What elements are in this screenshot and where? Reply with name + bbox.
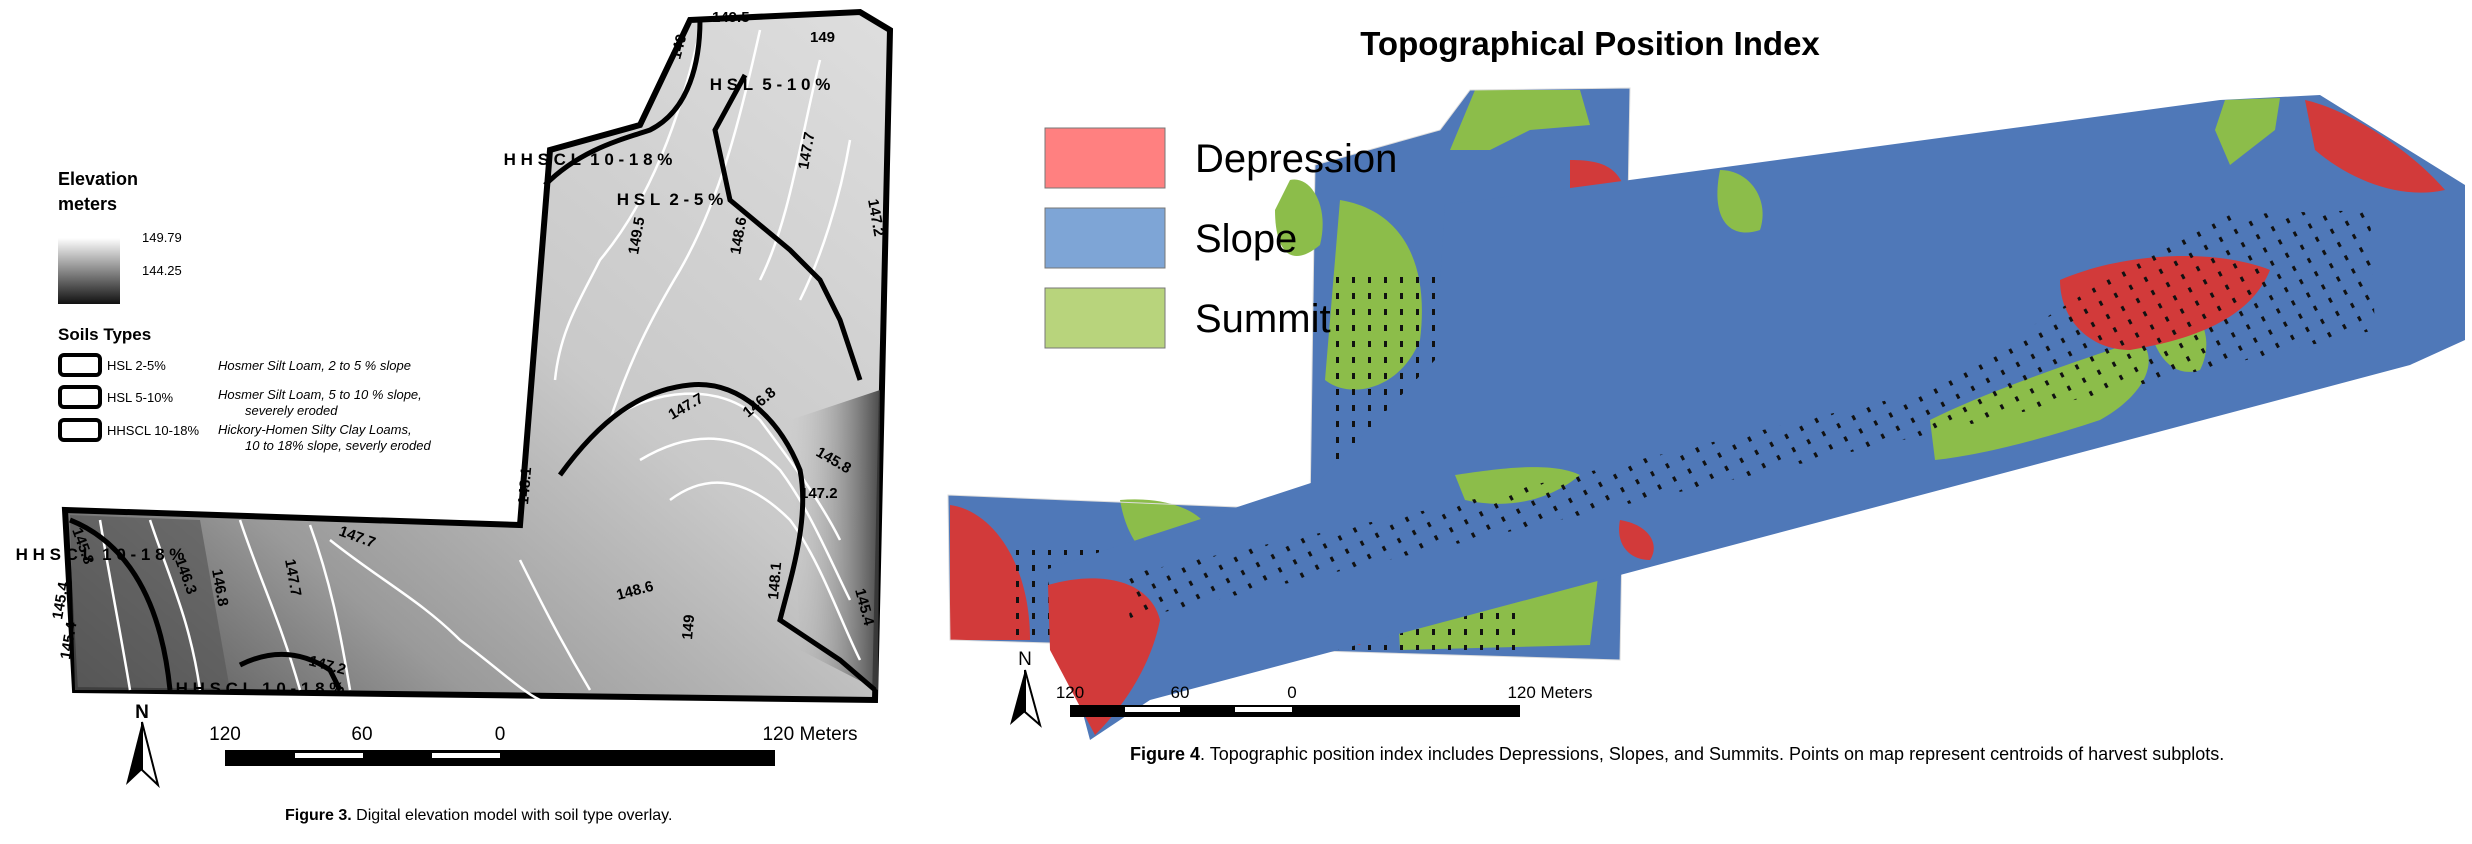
figure4-map: Topographical Position Index [947, 25, 2465, 740]
scale-tick-label: 0 [1287, 683, 1296, 702]
soil-desc: Hickory-Homen Silty Clay Loams, [218, 422, 412, 437]
legend-swatch-slope [1044, 207, 1166, 269]
soil-desc: 10 to 18% slope, severly eroded [245, 438, 431, 453]
figure4-panel: Topographical Position Index [930, 0, 2472, 839]
tpi-legend: Depression Slope Summit [1044, 127, 1397, 349]
contour-label: 149 [667, 32, 690, 61]
soil-label-hhscl-bottom: H H S C L 1 0 - 1 8 % [176, 679, 345, 698]
soil-label-hsl-5-10: H S L 5 - 1 0 % [710, 75, 831, 94]
legend-swatch-depression [1044, 127, 1166, 189]
legend-label-summit: Summit [1195, 297, 1331, 341]
figure4-title: Topographical Position Index [1360, 25, 1820, 62]
field-slope [1045, 95, 2465, 740]
contour-label: 147.7 [795, 131, 818, 171]
figure4-caption: Figure 4. Topographic position index inc… [1130, 744, 2224, 765]
north-arrow: N [1010, 649, 1042, 728]
elevation-legend-title: Elevation [58, 169, 138, 189]
harvest-points [1125, 210, 2375, 620]
depression-zone [1619, 520, 1654, 560]
elevation-min-label: 144.25 [142, 263, 182, 278]
contour-label: 149.5 [712, 9, 750, 26]
scale-bar: 120 60 0 120 Meters [209, 724, 858, 766]
scale-tick-label: 60 [351, 724, 372, 745]
soil-swatch [58, 353, 102, 377]
scale-tick-label: 120 Meters [1507, 683, 1592, 702]
soil-code: HSL 5-10% [107, 390, 173, 405]
elevation-ramp [58, 238, 120, 304]
contour-label: 145.4 [57, 620, 80, 661]
contour-label: 146.8 [208, 568, 231, 608]
summit-zone [1455, 467, 1580, 504]
figure3-caption: Figure 3. Digital elevation model with s… [285, 807, 672, 825]
contour-label: 147.7 [281, 558, 304, 598]
soil-swatch [58, 418, 102, 442]
depression-zone [2305, 100, 2445, 193]
soil-swatch [58, 385, 102, 409]
dem-field [61, 8, 894, 704]
scale-tick-label: 120 [1056, 683, 1084, 702]
summit-zone [1275, 179, 1323, 257]
soil-code: HHSCL 10-18% [107, 423, 199, 438]
soil-code: HSL 2-5% [107, 358, 166, 373]
dem-dark-ravine [790, 390, 880, 690]
contour-label: 149.5 [625, 216, 648, 256]
scale-tick-label: 0 [495, 724, 506, 745]
elevation-max-label: 149.79 [142, 230, 182, 245]
contour-label: 145.4 [49, 580, 72, 621]
soils-legend: Soils Types HSL 2-5% Hosmer Silt Loam, 2… [58, 325, 431, 453]
summit-zone [1450, 90, 1590, 150]
elevation-legend-unit: meters [58, 194, 117, 214]
contour-label: 147.2 [864, 198, 887, 238]
soil-label-hhscl-top: H H S C L 1 0 - 1 8 % [504, 150, 673, 169]
figure4-caption-label: Figure 4 [1130, 744, 1201, 764]
figure3-panel: H S L 5 - 1 0 % H H S C L 1 0 - 1 8 % H … [0, 0, 930, 839]
soils-legend-title: Soils Types [58, 325, 151, 344]
soil-label-hsl-2-5: H S L 2 - 5 % [617, 190, 723, 209]
legend-label-slope: Slope [1195, 217, 1297, 261]
contour-label: 148.6 [727, 216, 750, 256]
soil-desc: Hosmer Silt Loam, 2 to 5 % slope [218, 358, 411, 373]
contour-label: 149 [679, 614, 698, 640]
soil-label-hhscl-left: H H S C L 1 0 - 1 8 % [16, 545, 185, 564]
contour-label: 149 [810, 29, 835, 46]
scale-tick-label: 120 [209, 724, 241, 745]
summit-zone [2215, 98, 2280, 165]
figure3-caption-text: Digital elevation model with soil type o… [351, 807, 673, 824]
scale-tick-label: 60 [1171, 683, 1190, 702]
north-label: N [135, 702, 149, 723]
legend-label-depression: Depression [1195, 137, 1397, 181]
soil-boundaries [69, 19, 877, 692]
north-arrow: N [126, 702, 160, 789]
tpi-map-3d [1045, 95, 2465, 740]
legend-swatch-summit [1044, 287, 1166, 349]
soil-desc: Hosmer Silt Loam, 5 to 10 % slope, [218, 387, 422, 402]
summit-zone [1717, 170, 1763, 233]
figure4-caption-text: . Topographic position index includes De… [1200, 744, 2225, 764]
elevation-legend: Elevation meters 149.79 144.25 [58, 169, 182, 304]
scale-tick-label: 120 Meters [762, 724, 857, 745]
contour-label: 147.2 [800, 485, 838, 502]
scale-bar: 120 60 0 120 Meters [1056, 683, 1593, 717]
figure3-map: H S L 5 - 1 0 % H H S C L 1 0 - 1 8 % H … [16, 8, 894, 789]
figure3-caption-label: Figure 3. [285, 807, 352, 824]
contour-label: 148.1 [515, 466, 535, 505]
soil-desc: severely eroded [245, 403, 338, 418]
north-label: N [1018, 649, 1032, 670]
contour-label: 148.1 [765, 561, 785, 600]
